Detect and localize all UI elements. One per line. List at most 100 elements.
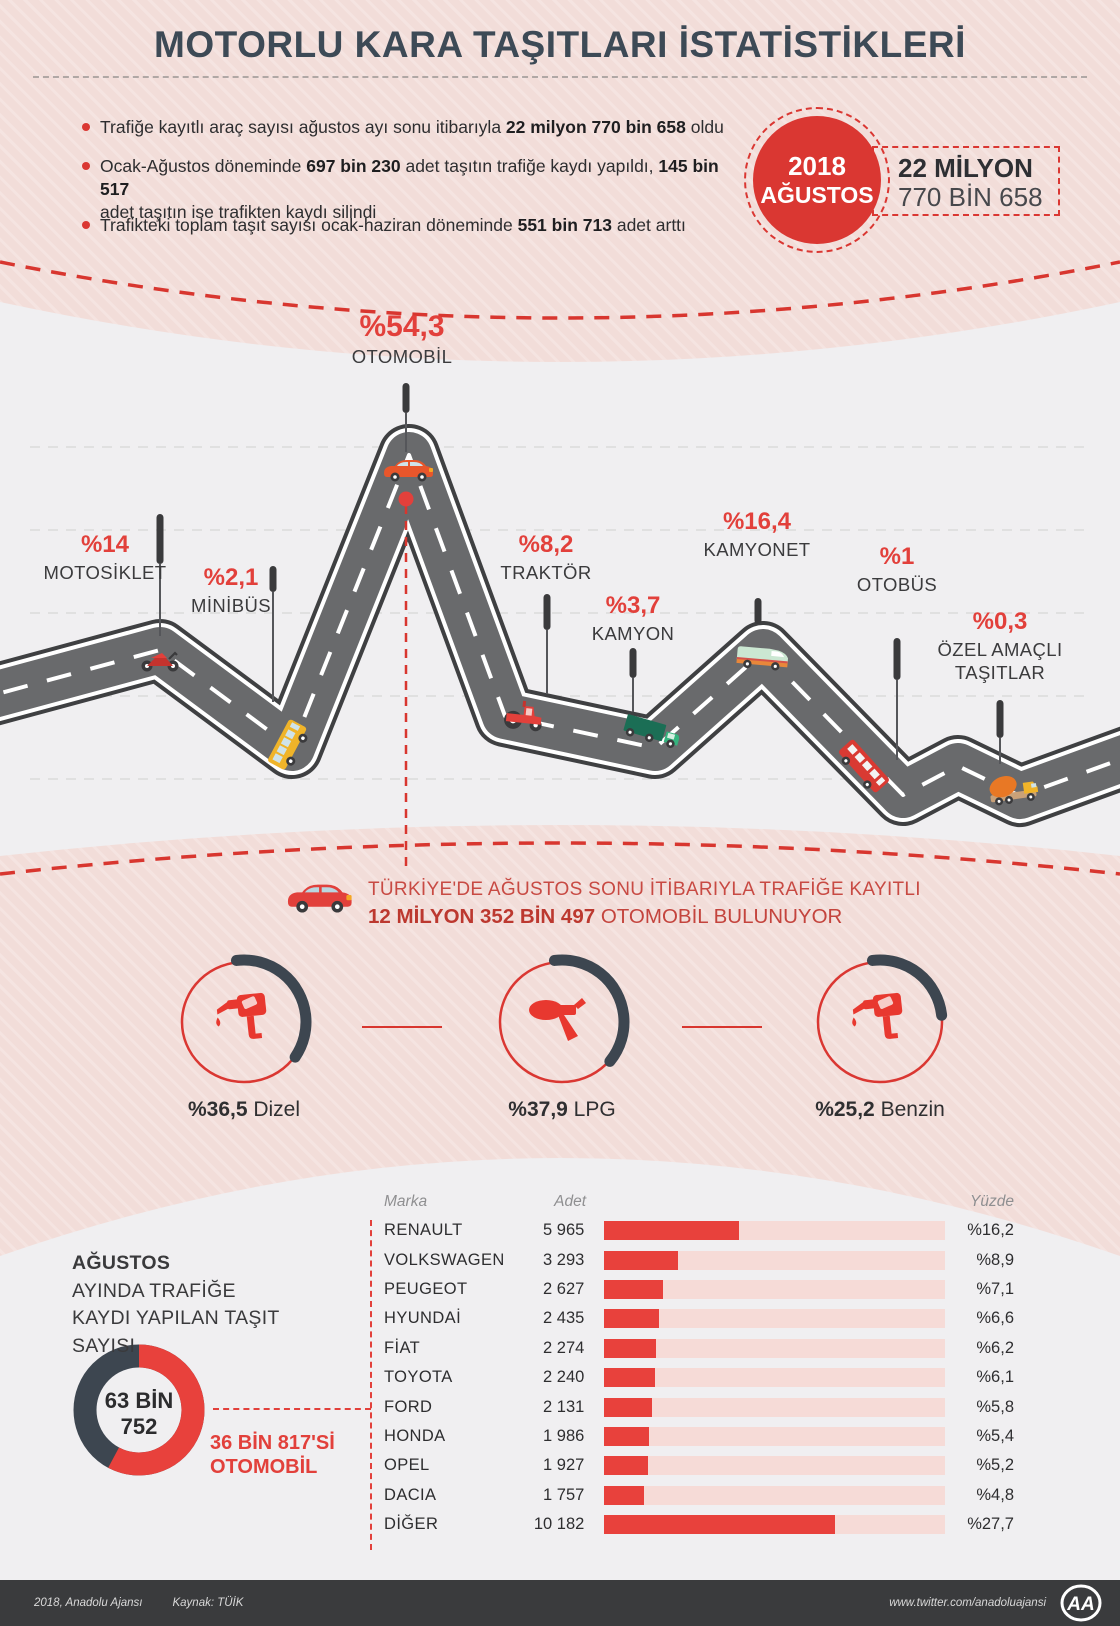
total-vehicles-box: 22 MİLYON 770 BİN 658 (872, 146, 1060, 216)
donut-center-value: 63 BİN 752 (104, 1388, 174, 1439)
footer-credits: 2018, Anadolu Ajansı Kaynak: TÜİK (34, 1597, 273, 1609)
bar-track (604, 1426, 946, 1446)
table-row: PEUGEOT 2 627 %7,1 (384, 1279, 1014, 1299)
fuel-nozzle-icon (216, 992, 267, 1039)
footer: 2018, Anadolu Ajansı Kaynak: TÜİK www.twi… (0, 1580, 1120, 1626)
bar-fill (604, 1485, 645, 1505)
bus-icon (839, 739, 889, 793)
bar-track (604, 1221, 946, 1241)
truck-icon (623, 714, 680, 749)
fuel-label-benzin: %25,2 Benzin (815, 1098, 945, 1121)
svg-text:AA: AA (1066, 1594, 1094, 1615)
bullet-dot (82, 162, 90, 170)
total-line1: 22 MİLYON (898, 153, 1033, 183)
van-icon (736, 646, 789, 671)
bar-fill (604, 1250, 679, 1270)
bullet-3: Trafikteki toplam taşıt sayısı ocak-hazi… (82, 214, 742, 237)
aa-logo: AA (1058, 1584, 1104, 1622)
bar-fill (604, 1221, 739, 1241)
table-row: OPEL 1 927 %5,2 (384, 1456, 1014, 1476)
road-label-otobus: %1 OTOBÜS (856, 543, 938, 595)
table-row: DACIA 1 757 %4,8 (384, 1485, 1014, 1505)
brand-table: RENAULT 5 965 %16,2 VOLKSWAGEN 3 293 %8,9 PE… (372, 1216, 1030, 1539)
bar-track (604, 1250, 946, 1270)
table-row: HONDA 1 986 %5,4 (384, 1426, 1014, 1446)
bar-track (604, 1368, 946, 1388)
dashed-curve-mid (0, 841, 1120, 876)
total-line2: 770 BİN 658 (898, 182, 1043, 212)
label-ticks (156, 383, 1004, 738)
bar-fill (604, 1279, 664, 1299)
title-divider (33, 76, 1087, 78)
bar-fill (604, 1515, 835, 1535)
badge-year: 2018 (788, 151, 846, 181)
bullet-2: Ocak-Ağustos döneminde 697 bin 230 adet … (82, 155, 742, 224)
bar-track (604, 1485, 946, 1505)
bar-fill (604, 1338, 656, 1358)
motorcycle-icon (141, 651, 179, 672)
bar-track (604, 1397, 946, 1417)
minibus-icon (268, 719, 308, 770)
col-header-adet: Adet (554, 1193, 586, 1210)
bar-track (604, 1309, 946, 1329)
footer-link[interactable]: www.twitter.com/anadoluajansi (889, 1597, 1046, 1609)
table-row: VOLKSWAGEN 3 293 %8,9 (384, 1250, 1014, 1270)
bar-track (604, 1456, 946, 1476)
road-label-ozel-amacli: %0,3 ÖZEL AMAÇLI TAŞITLAR (937, 608, 1063, 683)
bar-track (604, 1279, 946, 1299)
dashed-curve-top (0, 260, 1120, 320)
bar-fill (604, 1456, 648, 1476)
fuel-gauge-benzin (812, 954, 948, 1090)
fuel-label-dizel: %36,5 Dizel (187, 1098, 301, 1121)
table-row: TOYOTA 2 240 %6,1 (384, 1368, 1014, 1388)
date-badge: 2018 AĞUSTOS (744, 107, 890, 253)
road-label-kamyon: %3,7 KAMYON (591, 592, 675, 644)
bullet-text: Trafikteki toplam taşıt sayısı ocak-hazi… (100, 215, 686, 235)
bar-fill (604, 1397, 653, 1417)
lpg-gun-icon (529, 998, 586, 1041)
footer-source: Kaynak: TÜİK (172, 1597, 244, 1609)
car-icon (384, 460, 433, 482)
road-label-motosiklet: %14 MOTOSİKLET (43, 531, 167, 583)
fuel-gauge-lpg (494, 954, 630, 1090)
bullet-text: Ocak-Ağustos döneminde 697 bin 230 adet … (100, 156, 719, 222)
table-row: FORD 2 131 %5,8 (384, 1397, 1014, 1417)
bar-fill (604, 1426, 650, 1446)
table-row: HYUNDAİ 2 435 %6,6 (384, 1309, 1014, 1329)
mixer-truck-icon (989, 776, 1039, 806)
summary-text: AĞUSTOS AYINDA TRAFİĞE KAYDI YAPILAN TAŞ… (72, 1252, 280, 1357)
fuel-label-lpg: %37,9 LPG (508, 1098, 616, 1121)
road-label-traktor: %8,2 TRAKTÖR (500, 531, 592, 583)
fuel-nozzle-icon (852, 992, 903, 1039)
bullet-1: Trafiğe kayıtlı araç sayısı ağustos ayı … (82, 116, 742, 139)
bar-track (604, 1338, 946, 1358)
bullet-text: Trafiğe kayıtlı araç sayısı ağustos ayı … (100, 117, 724, 137)
fuel-gauge-dizel (176, 954, 312, 1090)
table-row: RENAULT 5 965 %16,2 (384, 1221, 1014, 1241)
col-header-yuzde: Yüzde (970, 1193, 1014, 1210)
registration-car-icon (287, 884, 352, 913)
bullet-dot (82, 221, 90, 229)
road-label-otomobil: %54,3 OTOMOBİL (351, 310, 453, 367)
donut-note: 36 BİN 817'Sİ OTOMOBİL (210, 1432, 335, 1478)
table-row: DİĞER 10 182 %27,7 (384, 1515, 1014, 1535)
table-dashed-line (370, 1220, 372, 1550)
donut-connector-line (213, 1408, 371, 1410)
peak-dot (398, 491, 414, 507)
donut-chart (73, 1344, 205, 1476)
label-leader-lines (159, 413, 1001, 764)
bar-track (604, 1515, 946, 1535)
tractor-icon (504, 700, 542, 732)
bottom-band (0, 1158, 1120, 1626)
footer-credit: 2018, Anadolu Ajansı (34, 1597, 143, 1609)
page-title: MOTORLU KARA TAŞITLARI İSTATİSTİKLERİ (154, 24, 966, 65)
road-line-chart (0, 424, 1120, 827)
road-label-kamyonet: %16,4 KAMYONET (703, 508, 811, 560)
col-header-marka: Marka (384, 1193, 428, 1210)
bar-fill (604, 1309, 660, 1329)
registration-text: TÜRKİYE'DE AĞUSTOS SONU İTİBARIYLA TRAFİ… (368, 879, 921, 928)
bar-fill (604, 1368, 656, 1388)
table-row: FİAT 2 274 %6,2 (384, 1338, 1014, 1358)
